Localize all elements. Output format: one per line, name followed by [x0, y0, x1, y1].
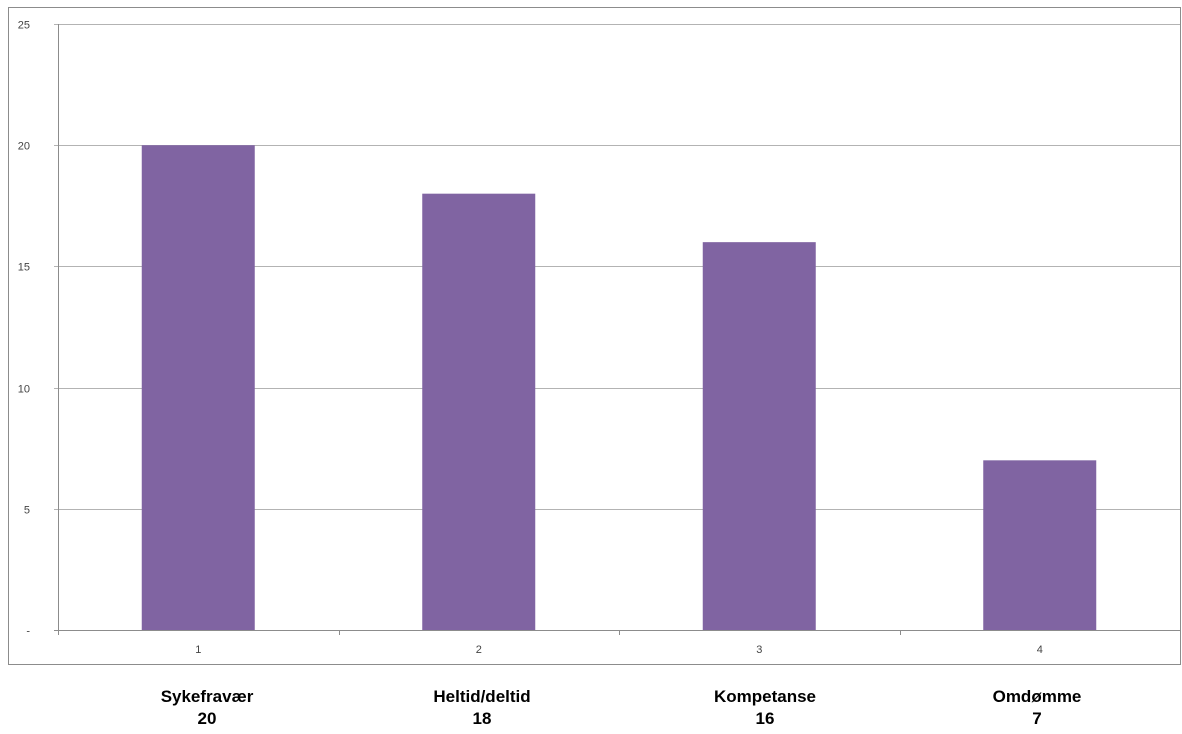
y-tick-label: 15 — [18, 262, 30, 274]
category-name: Kompetanse — [713, 687, 817, 706]
y-tick-label: - — [26, 626, 30, 638]
category-name: Omdømme — [992, 687, 1082, 706]
category-label-block: Heltid/deltid 18 — [372, 686, 592, 730]
x-tick-label: 1 — [195, 644, 201, 656]
category-value: 7 — [1032, 709, 1042, 728]
bars — [141, 145, 1097, 630]
bar — [983, 460, 1097, 630]
bar — [422, 193, 536, 630]
x-tick-label: 2 — [476, 644, 482, 656]
y-tick-label: 25 — [18, 20, 30, 32]
tick-labels: - 5 10 15 20 25 1 2 3 4 — [18, 20, 1043, 657]
axes — [54, 24, 1181, 635]
x-tick-label: 3 — [756, 644, 762, 656]
category-value: 18 — [472, 709, 492, 728]
y-tick-label: 5 — [24, 505, 30, 517]
category-name: Sykefravær — [160, 687, 254, 706]
bar — [702, 242, 816, 630]
bar-chart: - 5 10 15 20 25 1 2 3 4 — [8, 7, 1181, 665]
y-tick-label: 10 — [18, 384, 30, 396]
y-tick-label: 20 — [18, 141, 30, 153]
category-value: 20 — [197, 709, 217, 728]
category-label-block: Sykefravær 20 — [97, 686, 317, 730]
category-label-block: Omdømme 7 — [927, 686, 1147, 730]
category-label-block: Kompetanse 16 — [655, 686, 875, 730]
bar — [141, 145, 255, 630]
x-tick-label: 4 — [1037, 644, 1043, 656]
category-value: 16 — [755, 709, 775, 728]
category-name: Heltid/deltid — [433, 687, 531, 706]
